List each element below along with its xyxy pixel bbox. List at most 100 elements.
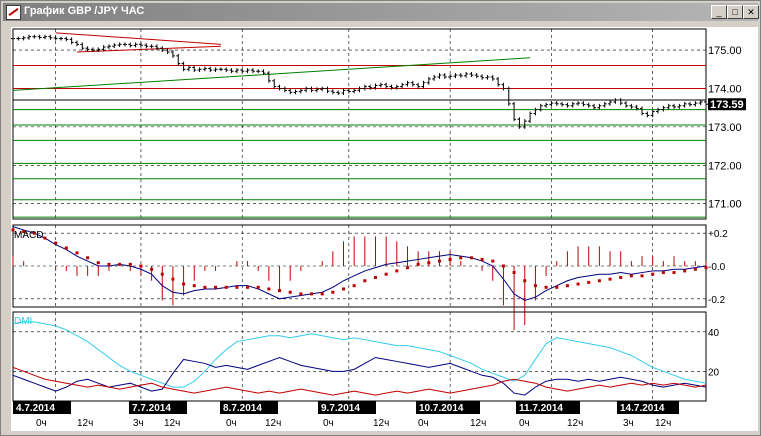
macd-signal-point: [448, 257, 452, 261]
macd-signal-point: [373, 275, 377, 279]
macd-signal-point: [43, 236, 47, 240]
macd-signal-point: [565, 284, 569, 288]
close-button[interactable]: ✕: [743, 5, 759, 19]
macd-signal-point: [597, 279, 601, 283]
chart-area[interactable]: 175.00 174.00 173.00 172.00 171.00 173.5…: [11, 27, 758, 431]
macd-signal-point: [501, 264, 505, 268]
trendlines: [12, 32, 531, 91]
macd-signal-point: [96, 261, 100, 265]
macd-signal-point: [182, 282, 186, 286]
macd-signal-point: [693, 267, 697, 271]
dmi-series: [12, 321, 707, 396]
macd-signal-point: [150, 267, 154, 271]
macd-signal-point: [363, 279, 367, 283]
macd-panel: MACD +0.2 -0.0 -0.2: [11, 224, 728, 330]
macd-signal-point: [640, 274, 644, 278]
title-bar[interactable]: График GBP /JPY ЧАС _ □ ✕: [3, 3, 759, 21]
price-tick: 174.00: [708, 83, 742, 95]
current-price-box: [708, 98, 746, 111]
macd-signal-point: [107, 262, 111, 266]
minimize-button[interactable]: _: [711, 5, 727, 19]
price-tick: 173.00: [708, 122, 742, 134]
price-bars: [11, 34, 708, 129]
svg-text:8.7.2014: 8.7.2014: [223, 403, 262, 414]
date-label: 4.7.2014: [13, 401, 71, 414]
hour-label: 0ч: [226, 418, 237, 429]
macd-signal-point: [214, 285, 218, 289]
date-label: 10.7.2014: [416, 401, 480, 414]
macd-signal-point: [320, 292, 324, 296]
hour-label: 12ч: [470, 418, 486, 429]
date-label: 7.7.2014: [129, 401, 187, 414]
svg-text:4.7.2014: 4.7.2014: [16, 403, 55, 414]
macd-signal-point: [342, 287, 346, 291]
macd-signal-point: [405, 266, 409, 270]
macd-signal-point: [299, 292, 303, 296]
dmi-tick: 20: [708, 367, 720, 378]
hour-label: 0ч: [519, 418, 530, 429]
hour-label: 0ч: [323, 418, 334, 429]
macd-tick: -0.0: [708, 262, 726, 273]
macd-signal-point: [267, 287, 271, 291]
macd-signal-point: [11, 228, 15, 232]
macd-signal-point: [203, 285, 207, 289]
macd-signal-point: [629, 274, 633, 278]
svg-text:9.7.2014: 9.7.2014: [321, 403, 360, 414]
dmi-adx-line: [12, 321, 707, 388]
price-panel: 175.00 174.00 173.00 172.00 171.00 173.5…: [11, 28, 746, 220]
macd-signal-point: [512, 271, 516, 275]
hour-label: 3ч: [133, 418, 144, 429]
macd-tick: -0.2: [708, 295, 726, 306]
trendline: [12, 57, 531, 91]
macd-signal-point: [395, 269, 399, 273]
macd-signal-point: [32, 231, 36, 235]
macd-signal-point: [544, 285, 548, 289]
macd-signal-point: [310, 292, 314, 296]
macd-signal-point: [118, 262, 122, 266]
macd-signal-point: [661, 271, 665, 275]
panel-frame: [12, 28, 707, 220]
macd-signal-point: [469, 256, 473, 260]
hour-labels: 0ч 12ч 3ч 12ч 0ч 12ч 0ч 12ч 0ч 12ч 0ч 12…: [36, 418, 671, 429]
hour-label: 12ч: [77, 418, 93, 429]
macd-signal-point: [704, 266, 708, 270]
macd-signal-point: [576, 282, 580, 286]
hour-label: 12ч: [567, 418, 583, 429]
macd-signal-point: [459, 256, 463, 260]
macd-signal-point: [22, 230, 26, 234]
svg-text:10.7.2014: 10.7.2014: [419, 403, 464, 414]
current-price-label: 173.59: [710, 99, 744, 111]
macd-signal-point: [331, 290, 335, 294]
price-tick: 172.00: [708, 160, 742, 172]
hour-label: 12ч: [265, 418, 281, 429]
chart-icon: [6, 5, 21, 20]
date-label: 14.7.2014: [617, 401, 679, 414]
macd-signal-point: [352, 284, 356, 288]
hour-label: 0ч: [36, 418, 47, 429]
macd-signal-point: [672, 271, 676, 275]
macd-signal-point: [587, 280, 591, 284]
macd-signal-point: [288, 290, 292, 294]
macd-signal-point: [491, 259, 495, 263]
macd-signal-point: [427, 261, 431, 265]
macd-signal-point: [128, 262, 132, 266]
chart-background: [11, 27, 758, 431]
macd-signal-point: [437, 259, 441, 263]
dmi-tick: 40: [708, 328, 720, 339]
macd-signal-point: [54, 241, 58, 245]
macd-signal-point: [246, 285, 250, 289]
hour-label: 0ч: [418, 418, 429, 429]
macd-line: [12, 226, 707, 301]
macd-signal-point: [192, 284, 196, 288]
macd-signal-point: [555, 285, 559, 289]
macd-signal-point: [608, 277, 612, 281]
horizontal-levels: [13, 64, 706, 218]
price-axis: 175.00 174.00 173.00 172.00 171.00 173.5…: [708, 45, 746, 211]
macd-signal-point: [256, 285, 260, 289]
macd-signal-point: [139, 264, 143, 268]
chart-canvas[interactable]: 175.00 174.00 173.00 172.00 171.00 173.5…: [11, 27, 758, 431]
restore-button[interactable]: □: [727, 5, 743, 19]
macd-signal-point: [171, 277, 175, 281]
macd-signal-point: [651, 272, 655, 276]
macd-label: MACD: [14, 230, 43, 241]
